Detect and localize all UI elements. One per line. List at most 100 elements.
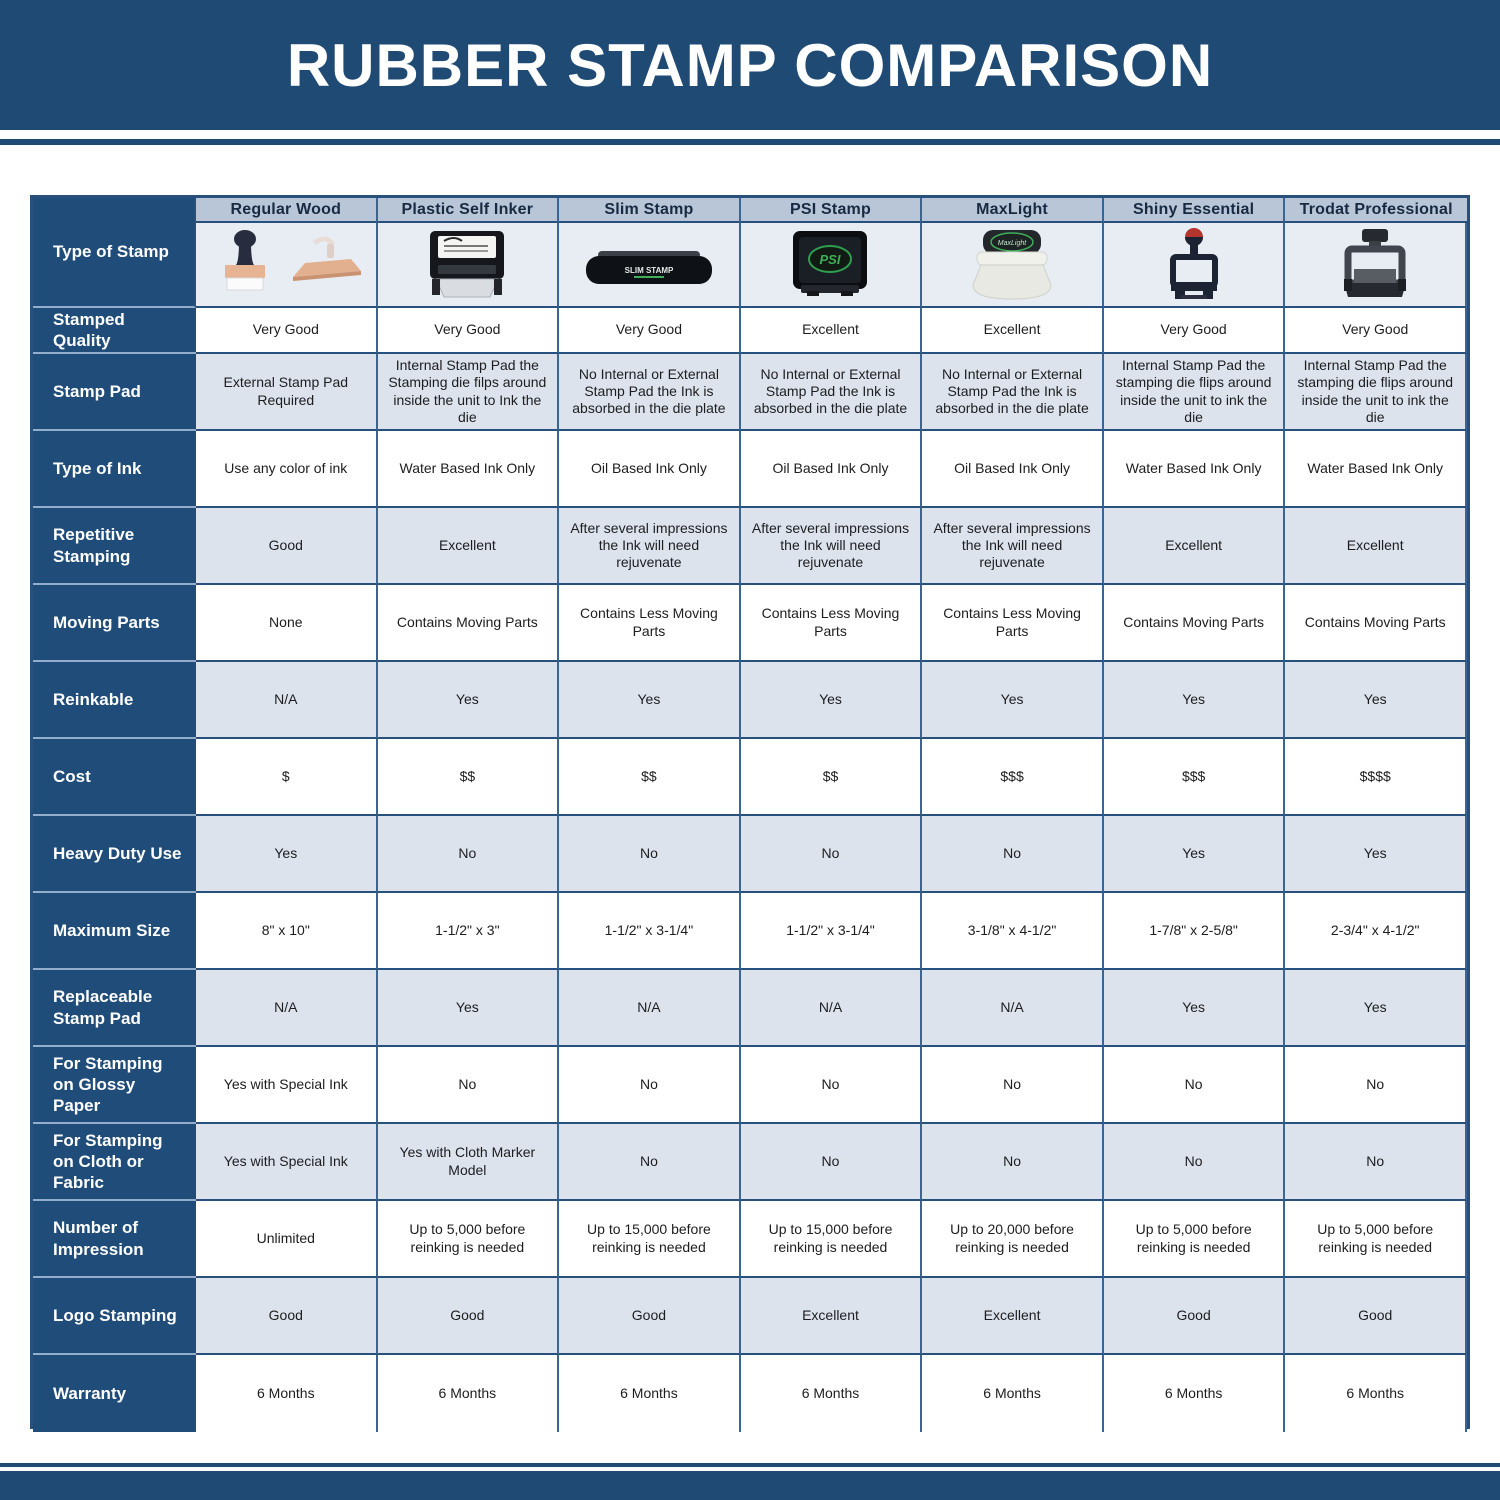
table-cell: Yes with Special Ink (196, 1047, 378, 1124)
row-header-stamp-pad: Stamp Pad (33, 354, 196, 431)
table-cell: 3-1/8" x 4-1/2" (922, 893, 1104, 970)
table-cell: Excellent (1285, 508, 1467, 585)
column-header-regular-wood: Regular Wood (196, 198, 378, 223)
column-header-slim-stamp: Slim Stamp (559, 198, 741, 223)
regular-wood-stamp-icon (201, 227, 371, 303)
table-cell: No Internal or External Stamp Pad the In… (559, 354, 741, 431)
row-header-replaceable-stamp-pad: Replaceable Stamp Pad (33, 970, 196, 1047)
table-cell: Oil Based Ink Only (922, 431, 1104, 508)
table-cell: Yes (377, 662, 560, 739)
table-cell: Good (1103, 1278, 1286, 1355)
table-cell: Up to 5,000 before reinking is needed (377, 1201, 560, 1278)
trodat-professional-stamp-icon (1290, 227, 1460, 303)
table-cell: Good (559, 1278, 741, 1355)
table-cell: No (740, 1124, 923, 1201)
table-cell: Excellent (740, 1278, 923, 1355)
table-cell: N/A (559, 970, 741, 1047)
row-header-moving-parts: Moving Parts (33, 585, 196, 662)
table-cell: Internal Stamp Pad the stamping die flip… (1103, 354, 1286, 431)
table-cell: No (922, 1047, 1104, 1124)
table-cell: Excellent (922, 308, 1104, 354)
row-header-for-stamping-on-glossy-paper: For Stamping on Glossy Paper (33, 1047, 196, 1124)
footer-divider-line (0, 1463, 1500, 1467)
row-header-type-of-ink: Type of Ink (33, 431, 196, 508)
table-cell: Internal Stamp Pad the stamping die flip… (1285, 354, 1467, 431)
table-cell: Good (196, 508, 378, 585)
column-header-shiny-essential: Shiny Essential (1103, 198, 1286, 223)
table-cell: Oil Based Ink Only (740, 431, 923, 508)
svg-text:MaxLight: MaxLight (998, 240, 1027, 247)
table-cell: $$ (559, 739, 741, 816)
table-cell: 6 Months (1103, 1355, 1286, 1432)
table-cell: Very Good (1285, 308, 1467, 354)
table-cell: Contains Less Moving Parts (559, 585, 741, 662)
row-header-maximum-size: Maximum Size (33, 893, 196, 970)
svg-text:SLIM STAMP: SLIM STAMP (625, 266, 674, 275)
table-cell: After several impressions the Ink will n… (740, 508, 923, 585)
page-title: RUBBER STAMP COMPARISON (286, 31, 1214, 99)
table-cell: Up to 5,000 before reinking is needed (1285, 1201, 1467, 1278)
table-cell: Yes (1285, 816, 1467, 893)
comparison-table: Type of Stamp Regular Wood Plastic Self In… (30, 195, 1470, 1432)
table-cell: No (559, 816, 741, 893)
table-cell: Up to 20,000 before reinking is needed (922, 1201, 1104, 1278)
column-header-plastic-self-inker: Plastic Self Inker (377, 198, 560, 223)
plastic-self-inker-stamp-icon (377, 223, 560, 308)
table-cell: Unlimited (196, 1201, 378, 1278)
table-cell: 8" x 10" (196, 893, 378, 970)
table-cell: 1-1/2" x 3" (377, 893, 560, 970)
table-cell: No Internal or External Stamp Pad the In… (922, 354, 1104, 431)
table-cell: Yes (377, 970, 560, 1047)
table-cell: No (559, 1047, 741, 1124)
table-cell: N/A (922, 970, 1104, 1047)
table-cell: 1-7/8" x 2-5/8" (1103, 893, 1286, 970)
maxlight-stamp-icon: MaxLight (922, 223, 1104, 308)
table-cell: 2-3/4" x 4-1/2" (1285, 893, 1467, 970)
table-cell: Use any color of ink (196, 431, 378, 508)
table-cell: $ (196, 739, 378, 816)
table-cell: Good (377, 1278, 560, 1355)
table-cell: Contains Less Moving Parts (922, 585, 1104, 662)
table-cell: No (922, 816, 1104, 893)
table-cell: None (196, 585, 378, 662)
table-cell: $$$ (1103, 739, 1286, 816)
column-header-psi-stamp: PSI Stamp (740, 198, 923, 223)
table-cell: Yes (1285, 970, 1467, 1047)
table-cell: 1-1/2" x 3-1/4" (559, 893, 741, 970)
table-cell: Good (1285, 1278, 1467, 1355)
table-cell: Excellent (377, 508, 560, 585)
title-banner: RUBBER STAMP COMPARISON (0, 0, 1500, 130)
table-cell: 6 Months (196, 1355, 378, 1432)
table-cell: Water Based Ink Only (1103, 431, 1286, 508)
table-cell: Up to 15,000 before reinking is needed (559, 1201, 741, 1278)
table-cell: 6 Months (740, 1355, 923, 1432)
table-cell: Yes (740, 662, 923, 739)
table-cell: 6 Months (922, 1355, 1104, 1432)
table-cell: Contains Moving Parts (1285, 585, 1467, 662)
psi-stamp-icon: PSI (740, 223, 923, 308)
table-cell: Yes (1285, 662, 1467, 739)
table-cell: No Internal or External Stamp Pad the In… (740, 354, 923, 431)
table-cell: Yes (1103, 816, 1286, 893)
table-cell: Excellent (1103, 508, 1286, 585)
table-cell: Yes (559, 662, 741, 739)
table-cell: Yes with Cloth Marker Model (377, 1124, 560, 1201)
plastic-self-inker-stamp-icon (382, 227, 552, 303)
table-cell: After several impressions the Ink will n… (559, 508, 741, 585)
table-cell: No (1103, 1124, 1286, 1201)
table-cell: N/A (740, 970, 923, 1047)
table-cell: Contains Moving Parts (377, 585, 560, 662)
column-header-trodat-professional: Trodat Professional (1285, 198, 1467, 223)
table-cell: 6 Months (559, 1355, 741, 1432)
psi-stamp-icon: PSI (745, 227, 915, 303)
table-cell: No (377, 1047, 560, 1124)
table-cell: External Stamp Pad Required (196, 354, 378, 431)
row-header-number-of-impression: Number of Impression (33, 1201, 196, 1278)
regular-wood-stamp-icon (196, 223, 378, 308)
table-cell: No (740, 816, 923, 893)
table-cell: No (1103, 1047, 1286, 1124)
table-cell: Very Good (377, 308, 560, 354)
table-cell: No (740, 1047, 923, 1124)
table-cell: Excellent (922, 1278, 1104, 1355)
